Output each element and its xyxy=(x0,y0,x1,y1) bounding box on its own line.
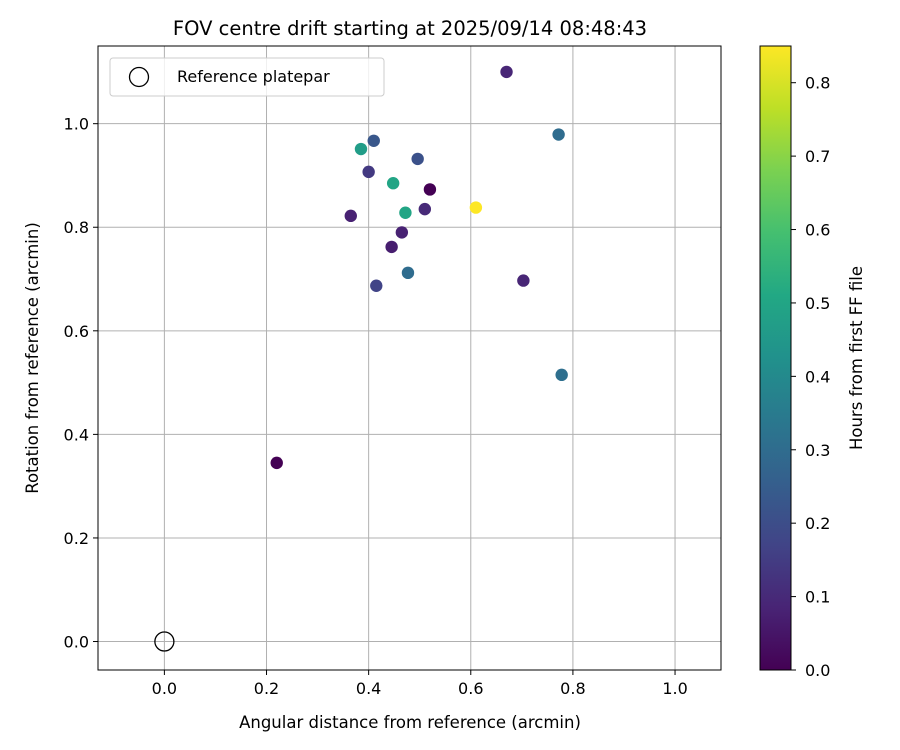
x-axis-ticks: 0.0 0.2 0.4 0.6 0.8 1.0 xyxy=(152,670,688,698)
grid-lines xyxy=(98,46,721,670)
legend: Reference platepar xyxy=(109,57,385,97)
data-point xyxy=(270,456,283,470)
x-tick-label: 0.6 xyxy=(458,679,483,698)
data-point xyxy=(552,128,565,141)
data-point xyxy=(423,183,437,196)
legend-box xyxy=(109,57,385,97)
y-tick-label: 0.6 xyxy=(64,322,89,341)
data-point xyxy=(411,152,424,166)
x-axis-label: Angular distance from reference (arcmin) xyxy=(239,713,581,732)
colorbar-tick-label: 0.5 xyxy=(805,294,830,313)
data-point xyxy=(395,226,409,239)
y-tick-label: 0.8 xyxy=(64,218,89,237)
legend-label-reference: Reference platepar xyxy=(177,67,330,86)
y-tick-label: 0.4 xyxy=(64,425,89,444)
data-point xyxy=(399,206,412,219)
colorbar-tick-label: 0.1 xyxy=(805,588,830,607)
plot-background xyxy=(98,46,721,670)
data-point xyxy=(367,134,380,147)
x-tick-label: 0.2 xyxy=(254,679,279,698)
data-point xyxy=(500,65,513,79)
data-point xyxy=(469,201,483,214)
data-points xyxy=(154,65,568,652)
y-tick-label: 0.0 xyxy=(64,633,89,652)
plot-area: 0.0 0.2 0.4 0.6 0.8 1.0 0.0 0.2 0.4 0.6 0.8 1.0 xyxy=(64,45,722,698)
colorbar-tick-label: 0.2 xyxy=(805,514,830,533)
data-point xyxy=(385,240,398,254)
data-point xyxy=(418,202,432,216)
data-point xyxy=(362,165,375,179)
colorbar: 0.0 0.1 0.2 0.3 0.4 0.5 0.6 0.7 0.8 Hours from f… xyxy=(759,45,866,680)
data-point xyxy=(517,274,530,287)
colorbar-label: Hours from first FF file xyxy=(847,266,866,450)
y-tick-label: 0.2 xyxy=(64,529,89,548)
x-tick-label: 0.8 xyxy=(560,679,585,698)
colorbar-tick-label: 0.3 xyxy=(805,441,830,460)
colorbar-tick-label: 0.7 xyxy=(805,147,830,166)
colorbar-ticks: 0.0 0.1 0.2 0.3 0.4 0.5 0.6 0.7 0.8 xyxy=(791,74,830,680)
data-point xyxy=(555,368,568,382)
y-tick-label: 1.0 xyxy=(64,115,89,134)
colorbar-tick-label: 0.4 xyxy=(805,367,830,386)
colorbar-tick-label: 0.8 xyxy=(805,74,830,93)
data-point xyxy=(354,142,368,156)
x-tick-label: 1.0 xyxy=(662,679,687,698)
colorbar-gradient xyxy=(759,45,792,671)
data-point xyxy=(386,177,400,190)
chart-title: FOV centre drift starting at 2025/09/14 … xyxy=(173,17,647,40)
data-point xyxy=(344,209,357,223)
plot-frame xyxy=(97,45,722,671)
colorbar-tick-label: 0.0 xyxy=(805,661,830,680)
y-axis-label: Rotation from reference (arcmin) xyxy=(23,222,42,494)
legend-marker-reference xyxy=(128,66,150,88)
data-point xyxy=(401,266,415,280)
data-point xyxy=(370,279,383,292)
x-tick-label: 0.0 xyxy=(152,679,177,698)
reference-platepar-point xyxy=(154,631,175,652)
x-tick-label: 0.4 xyxy=(356,679,381,698)
y-axis-ticks: 0.0 0.2 0.4 0.6 0.8 1.0 xyxy=(64,115,98,652)
colorbar-tick-label: 0.6 xyxy=(805,221,830,240)
